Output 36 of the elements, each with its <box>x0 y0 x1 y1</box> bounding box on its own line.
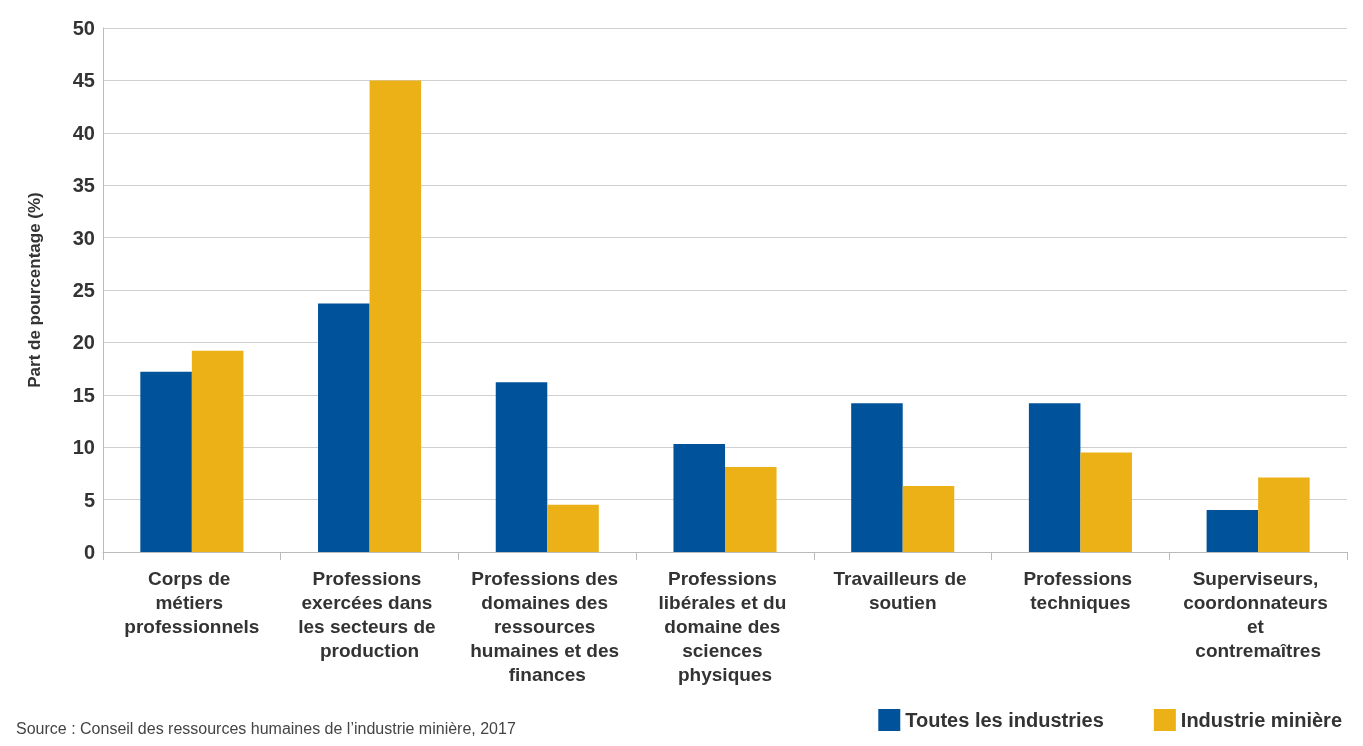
x-tick-label: Professions exercées dans les secteurs de production <box>298 567 441 661</box>
bar <box>495 382 548 552</box>
bar <box>191 350 244 552</box>
y-tick-label: 35 <box>72 174 95 197</box>
bar <box>1080 452 1132 552</box>
y-tick-label: 45 <box>72 69 95 92</box>
bar <box>369 80 422 552</box>
legend-label: Toutes les industries <box>905 709 1104 731</box>
legend-label: Industrie minière <box>1180 709 1342 731</box>
x-tick-label: Superviseurs, coordonnateurs et contremaîtres <box>1183 567 1334 661</box>
y-tick-label: 20 <box>72 331 95 354</box>
bar <box>673 444 725 552</box>
y-tick-label: 50 <box>72 17 95 39</box>
source-note: Source : Conseil des ressources humaines de l’industrie minière, 2017 <box>16 719 516 737</box>
y-tick-label: 40 <box>72 121 95 144</box>
x-tick-label: Professions techniques <box>1023 567 1138 613</box>
bar <box>318 303 370 552</box>
y-tick-label: 25 <box>72 279 95 301</box>
bar <box>725 467 777 552</box>
x-tick-label: Professions des domaines des ressources humaines et des finances <box>470 567 625 685</box>
bar <box>1206 510 1259 552</box>
y-axis-title: Part de pourcentage (%) <box>25 192 44 388</box>
y-tick-label: 10 <box>72 436 95 459</box>
x-tick-label: Corps de métiers professionnels <box>124 567 260 637</box>
x-tick-label: Travailleurs de soutien <box>833 567 972 613</box>
y-tick-label: 0 <box>83 541 95 563</box>
y-tick-label: 5 <box>83 488 95 511</box>
bar <box>140 371 192 552</box>
x-tick-label: Professions libérales et du domaine des sciences physiques <box>658 567 792 685</box>
y-tick-label: 30 <box>72 226 95 249</box>
bar <box>902 485 955 552</box>
bar <box>547 504 599 552</box>
bar <box>1028 403 1081 552</box>
y-tick-label: 15 <box>72 383 95 406</box>
bar <box>851 403 903 552</box>
bar <box>1258 477 1310 552</box>
